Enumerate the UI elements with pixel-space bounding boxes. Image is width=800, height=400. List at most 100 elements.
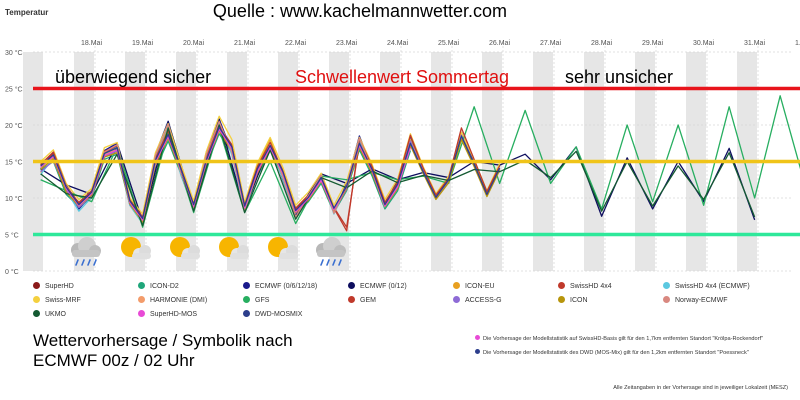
legend-swatch: [558, 296, 565, 303]
legend-item: SuperHD: [33, 282, 74, 290]
legend-swatch: [33, 282, 40, 289]
legend-label: GEM: [360, 297, 376, 304]
x-tick-label: 31.Mai: [744, 40, 765, 47]
weather-icons: [71, 237, 346, 266]
legend-item: ICON-D2: [138, 282, 179, 290]
legend-swatch: [33, 296, 40, 303]
y-tick-label: 20 °C: [5, 122, 23, 130]
x-tick-label: 24.Mai: [387, 40, 408, 47]
y-axis: 0 °C 5 °C 10 °C 15 °C 20 °C 25 °C 30 °C: [5, 49, 23, 276]
legend-label: ECMWF (0/12): [360, 283, 407, 290]
legend-swatch: [243, 296, 250, 303]
caption-line-1: Wettervorhersage / Symbolik nach: [33, 331, 293, 350]
x-tick-label: 19.Mai: [132, 40, 153, 47]
legend-label: SuperHD-MOS: [150, 311, 198, 318]
timezone-footer: Alle Zeitangaben in der Vorhersage sind …: [613, 385, 788, 391]
legend-label: SwissHD 4x4: [570, 283, 612, 290]
legend-item: GFS: [243, 296, 269, 304]
x-tick-label: 28.Mai: [591, 40, 612, 47]
legend-swatch: [243, 282, 250, 289]
note-swisshd-mos: Die Vorhersage der Modellstatistik auf S…: [475, 335, 763, 342]
legend-label: Norway-ECMWF: [675, 297, 728, 304]
sun-cloud-icon: [268, 237, 298, 260]
legend-label: DWD-MOSMIX: [255, 311, 303, 318]
legend-label: HARMONIE (DMI): [150, 297, 208, 304]
legend-label: GFS: [255, 297, 270, 304]
legend-label: Swiss-MRF: [45, 297, 81, 304]
y-tick-label: 15 °C: [5, 159, 23, 167]
legend-swatch: [348, 282, 355, 289]
legend-swatch: [663, 282, 670, 289]
x-tick-label: 30.Mai: [693, 40, 714, 47]
note-dwd-mosmix-text: Die Vorhersage der Modellstatistik des D…: [483, 350, 749, 356]
legend-label: ICON: [570, 297, 588, 304]
caption: Wettervorhersage / Symbolik nach ECMWF 0…: [33, 331, 293, 371]
legend-label: UKMO: [45, 311, 66, 318]
x-tick-label: 1.Jun: [795, 40, 800, 47]
series-line: [40, 115, 501, 215]
legend-item: SuperHD-MOS: [138, 310, 197, 318]
legend-item: SwissHD 4x4: [558, 282, 612, 290]
x-tick-label: 23.Mai: [336, 40, 357, 47]
y-tick-label: 5 °C: [5, 232, 19, 240]
y-tick-label: 25 °C: [5, 86, 23, 94]
legend-item: SwissHD 4x4 (ECMWF): [663, 282, 750, 290]
legend-label: SwissHD 4x4 (ECMWF): [675, 283, 750, 290]
legend-item: HARMONIE (DMI): [138, 296, 207, 304]
legend-label: ACCESS-G: [465, 297, 502, 304]
note-dwd-mosmix-dot: [475, 349, 480, 354]
x-tick-label: 26.Mai: [489, 40, 510, 47]
y-tick-label: 10 °C: [5, 195, 23, 203]
sun-cloud-icon: [121, 237, 151, 260]
sun-cloud-icon: [219, 237, 249, 260]
note-swisshd-mos-dot: [475, 335, 480, 340]
legend-swatch: [348, 296, 355, 303]
reference-lines: [33, 86, 800, 237]
legend-swatch: [453, 296, 460, 303]
y-tick-label: 0 °C: [5, 268, 19, 276]
annotation-center: Schwellenwert Sommertag: [295, 67, 509, 87]
legend-label: ICON-D2: [150, 283, 179, 290]
x-axis: 18.Mai 19.Mai 20.Mai 21.Mai 22.Mai 23.Mai 24.M…: [81, 40, 800, 47]
legend-item: ACCESS-G: [453, 296, 502, 304]
x-tick-label: 27.Mai: [540, 40, 561, 47]
legend-item: DWD-MOSMIX: [243, 310, 302, 318]
legend-swatch: [243, 310, 250, 317]
legend-swatch: [138, 310, 145, 317]
x-tick-label: 29.Mai: [642, 40, 663, 47]
legend-item: ECMWF (0/12): [348, 282, 407, 290]
legend-item: ICON-EU: [453, 282, 495, 290]
note-swisshd-mos-text: Die Vorhersage der Modellstatistik auf S…: [483, 336, 764, 342]
annotation-left: überwiegend sicher: [55, 67, 211, 87]
sun-cloud-icon: [170, 237, 200, 260]
axis-title: Temperatur: [5, 8, 48, 17]
legend-swatch: [558, 282, 565, 289]
legend-swatch: [663, 296, 670, 303]
legend-item: ICON: [558, 296, 588, 304]
legend-swatch: [138, 282, 145, 289]
series-lines: [40, 95, 800, 232]
y-tick-label: 30 °C: [5, 49, 23, 57]
caption-line-2: ECMWF 00z / 02 Uhr: [33, 351, 195, 370]
annotation-right: sehr unsicher: [565, 67, 673, 87]
legend-item: ECMWF (0/6/12/18): [243, 282, 317, 290]
x-tick-label: 22.Mai: [285, 40, 306, 47]
cloudy-rain-icon: [316, 237, 346, 266]
legend-label: ICON-EU: [465, 283, 495, 290]
series-line: [40, 118, 501, 223]
note-dwd-mosmix: Die Vorhersage der Modellstatistik des D…: [475, 349, 749, 356]
x-tick-label: 20.Mai: [183, 40, 204, 47]
x-tick-label: 18.Mai: [81, 40, 102, 47]
legend-item: GEM: [348, 296, 376, 304]
forecast-chart: 0 °C 5 °C 10 °C 15 °C 20 °C 25 °C 30 °C 18.Mai…: [5, 1, 800, 276]
legend-item: Swiss-MRF: [33, 296, 81, 304]
cloudy-rain-icon: [71, 237, 101, 266]
source-title: Quelle : www.kachelmannwetter.com: [213, 1, 507, 21]
legend-swatch: [138, 296, 145, 303]
legend-swatch: [453, 282, 460, 289]
x-tick-label: 25.Mai: [438, 40, 459, 47]
legend-item: UKMO: [33, 310, 66, 318]
legend-item: Norway-ECMWF: [663, 296, 728, 304]
series-line: [40, 126, 501, 220]
x-tick-label: 21.Mai: [234, 40, 255, 47]
